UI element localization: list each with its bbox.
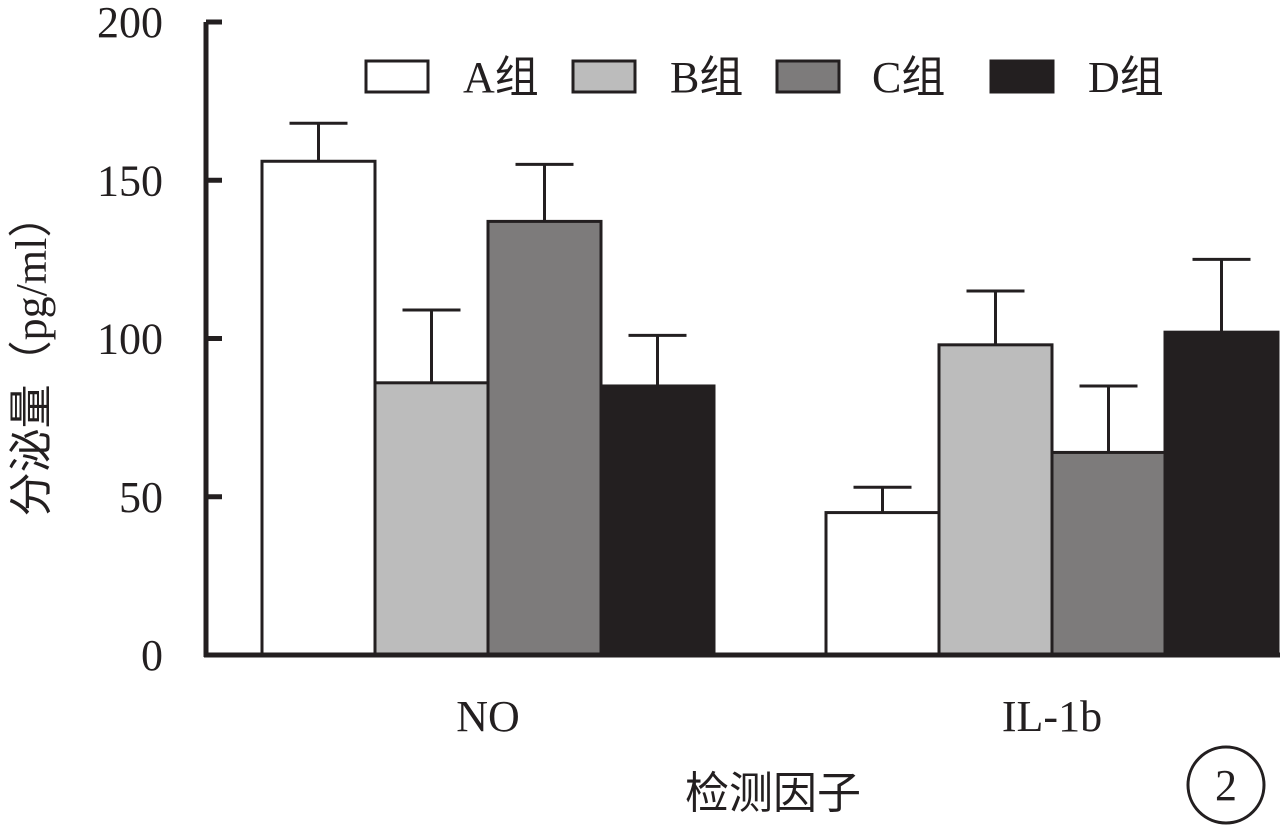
bar-il1b-series-3 [1050,450,1167,657]
y-tick-label: 100 [97,315,163,364]
legend-label-series-1: A组 [463,53,539,102]
bar-no-series-2 [373,381,490,657]
panel-label-badge: 2 [1186,745,1266,825]
axes-layer: NO IL-1b 0 50 100 150 200 [97,0,1280,741]
bar-il1b-series-1 [824,511,941,657]
bars-layer [260,121,1280,657]
legend-swatch-series-3 [775,59,841,94]
bar-no-series-4 [599,384,716,657]
x-tick-label: NO [456,692,520,741]
y-tick-label: 200 [97,0,163,47]
legend-swatch-series-2 [571,59,637,94]
panel-label-circle [1186,745,1266,825]
bar-il1b-series-4 [1163,330,1280,657]
y-tick-label: 50 [119,473,163,522]
legend-label-series-2: B组 [670,53,743,102]
y-tick-label: 150 [97,156,163,205]
bar-il1b-series-2 [937,343,1054,657]
y-axis-title: 分泌量（pg/ml） [7,194,56,517]
legend-swatch-series-1 [364,59,430,94]
x-tick-label: IL-1b [1002,692,1102,741]
panel-label: 2 [1215,761,1237,810]
bar-no-series-3 [486,219,603,657]
legend-label-series-3: C组 [872,53,945,102]
bar-no-series-1 [260,159,377,657]
x-axis-title: 检测因子 [685,769,861,818]
legend-label-series-4: D组 [1088,53,1164,102]
y-tick-label: 0 [141,631,163,680]
legend-swatch-series-4 [989,59,1055,94]
legend: A组 B组 C组 D组 [364,53,1164,102]
